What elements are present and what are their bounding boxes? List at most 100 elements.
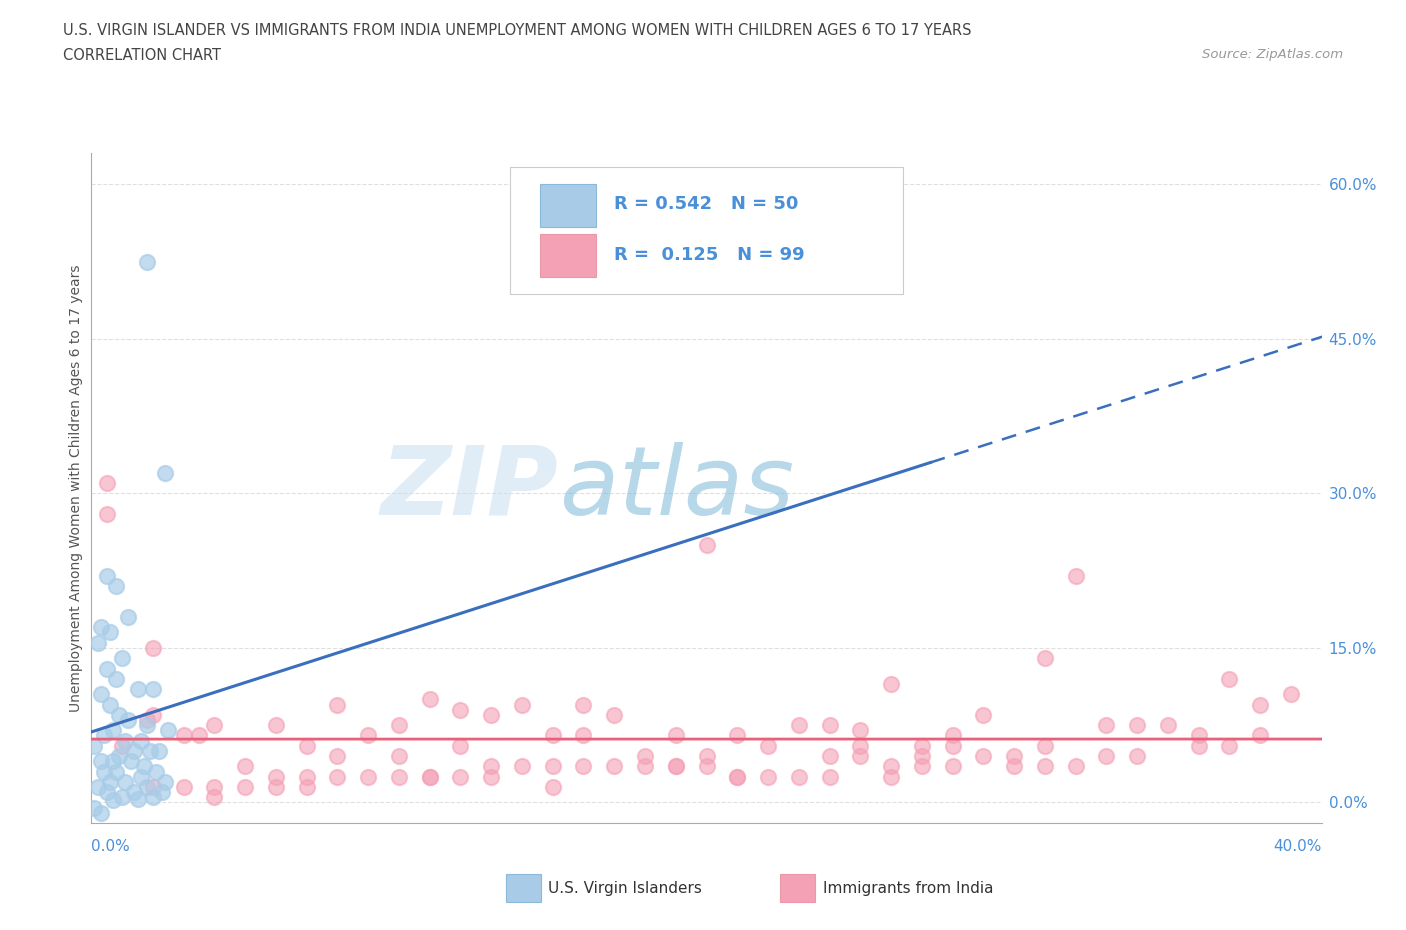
Point — [157, 723, 180, 737]
Point — [541, 728, 564, 743]
Point — [135, 254, 157, 269]
Point — [295, 769, 318, 784]
Point — [108, 749, 131, 764]
Point — [911, 749, 934, 764]
Bar — [540, 233, 596, 277]
Point — [849, 749, 872, 764]
Point — [83, 738, 105, 753]
Point — [665, 759, 688, 774]
Point — [101, 793, 124, 808]
Point — [665, 728, 688, 743]
Point — [150, 785, 173, 800]
Point — [942, 759, 965, 774]
Point — [129, 733, 152, 748]
Point — [98, 775, 121, 790]
Point — [880, 759, 903, 774]
Point — [572, 728, 595, 743]
Text: CORRELATION CHART: CORRELATION CHART — [63, 48, 221, 63]
Point — [90, 754, 112, 769]
Point — [117, 609, 139, 624]
Point — [419, 769, 441, 784]
Point — [108, 708, 131, 723]
Point — [849, 738, 872, 753]
Point — [880, 769, 903, 784]
Point — [135, 779, 157, 794]
Point — [725, 769, 748, 784]
Point — [173, 779, 195, 794]
Point — [1187, 728, 1209, 743]
Point — [1064, 759, 1087, 774]
Point — [86, 779, 108, 794]
Point — [572, 698, 595, 712]
Point — [818, 749, 841, 764]
Point — [326, 749, 349, 764]
Point — [120, 754, 142, 769]
Point — [124, 743, 146, 758]
Bar — [540, 183, 596, 227]
Point — [634, 759, 657, 774]
Point — [145, 764, 167, 779]
Point — [1033, 759, 1056, 774]
Point — [634, 749, 657, 764]
Point — [295, 779, 318, 794]
Point — [90, 805, 112, 820]
Text: 0.0%: 0.0% — [91, 839, 131, 854]
Point — [510, 759, 533, 774]
Point — [142, 779, 165, 794]
Point — [148, 743, 170, 758]
Point — [388, 718, 411, 733]
Point — [96, 785, 118, 800]
Point — [142, 641, 165, 656]
Point — [1126, 749, 1149, 764]
Point — [202, 718, 225, 733]
Point — [93, 764, 115, 779]
Point — [127, 792, 149, 807]
Point — [756, 738, 779, 753]
Point — [1126, 718, 1149, 733]
Point — [111, 738, 134, 753]
Y-axis label: Unemployment Among Women with Children Ages 6 to 17 years: Unemployment Among Women with Children A… — [69, 264, 83, 712]
Point — [173, 728, 195, 743]
Point — [101, 754, 124, 769]
Text: U.S. Virgin Islanders: U.S. Virgin Islanders — [548, 881, 702, 896]
Point — [83, 800, 105, 815]
Point — [696, 749, 718, 764]
Point — [1279, 687, 1302, 702]
Point — [1157, 718, 1180, 733]
Point — [1187, 738, 1209, 753]
Point — [127, 682, 149, 697]
Text: 40.0%: 40.0% — [1274, 839, 1322, 854]
Point — [96, 507, 118, 522]
Point — [419, 769, 441, 784]
Text: R =  0.125   N = 99: R = 0.125 N = 99 — [614, 246, 804, 264]
Point — [233, 779, 256, 794]
Point — [114, 775, 136, 790]
Point — [572, 759, 595, 774]
Point — [202, 790, 225, 804]
Point — [942, 728, 965, 743]
Text: Immigrants from India: Immigrants from India — [823, 881, 993, 896]
Point — [105, 671, 127, 686]
Point — [96, 661, 118, 676]
Point — [1033, 738, 1056, 753]
Point — [388, 769, 411, 784]
Point — [357, 769, 380, 784]
Point — [264, 718, 287, 733]
Point — [326, 769, 349, 784]
Point — [603, 759, 626, 774]
Point — [135, 712, 157, 727]
Point — [135, 718, 157, 733]
Point — [264, 769, 287, 784]
Point — [1002, 759, 1025, 774]
Point — [880, 676, 903, 691]
Point — [117, 712, 139, 727]
Point — [756, 769, 779, 784]
Point — [541, 779, 564, 794]
Point — [787, 769, 810, 784]
Text: atlas: atlas — [558, 442, 794, 535]
Point — [603, 708, 626, 723]
Point — [326, 698, 349, 712]
Point — [142, 790, 165, 804]
Point — [696, 759, 718, 774]
Point — [93, 728, 115, 743]
